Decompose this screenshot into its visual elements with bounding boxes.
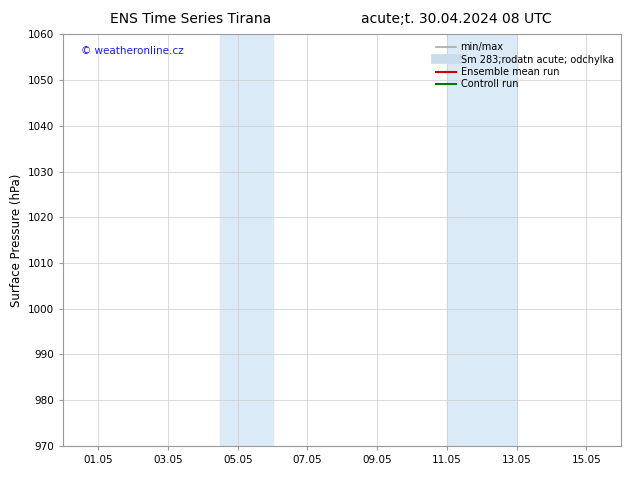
Text: acute;t. 30.04.2024 08 UTC: acute;t. 30.04.2024 08 UTC xyxy=(361,12,552,26)
Text: ENS Time Series Tirana: ENS Time Series Tirana xyxy=(110,12,271,26)
Y-axis label: Surface Pressure (hPa): Surface Pressure (hPa) xyxy=(10,173,23,307)
Text: © weatheronline.cz: © weatheronline.cz xyxy=(81,46,183,56)
Bar xyxy=(221,34,273,446)
Legend: min/max, Sm 283;rodatn acute; odchylka, Ensemble mean run, Controll run: min/max, Sm 283;rodatn acute; odchylka, … xyxy=(433,39,616,92)
Bar xyxy=(447,34,517,446)
